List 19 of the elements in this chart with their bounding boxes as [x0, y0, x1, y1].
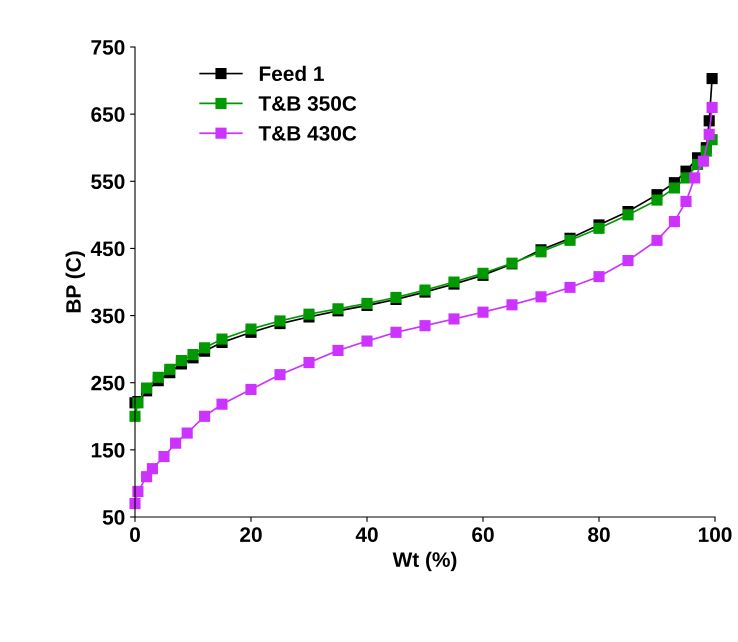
x-tick-label: 80 — [588, 527, 610, 542]
x-tick-label: 40 — [356, 527, 378, 542]
y-tick-label: 250 — [91, 376, 124, 390]
y-axis-title: BP (C) — [66, 251, 85, 312]
x-tick-label: 100 — [698, 527, 732, 542]
x-tick-label: 20 — [240, 527, 262, 542]
y-tick-label: 750 — [91, 40, 124, 55]
y-tick-label: 650 — [91, 107, 124, 122]
y-tick-label: 50 — [102, 510, 124, 525]
legend-label: T&B 430C — [258, 126, 356, 141]
y-tick-label: 350 — [91, 308, 124, 324]
legend-label: T&B 350C — [258, 96, 356, 111]
x-axis-title: Wt (%) — [392, 552, 456, 572]
y-tick-label: 450 — [90, 241, 124, 256]
y-tick-label: 150 — [92, 442, 124, 458]
x-tick-label: 0 — [130, 527, 140, 542]
x-tick-label: 60 — [472, 527, 494, 542]
legend-label: Feed 1 — [260, 66, 324, 82]
y-tick-label: 550 — [91, 174, 124, 190]
